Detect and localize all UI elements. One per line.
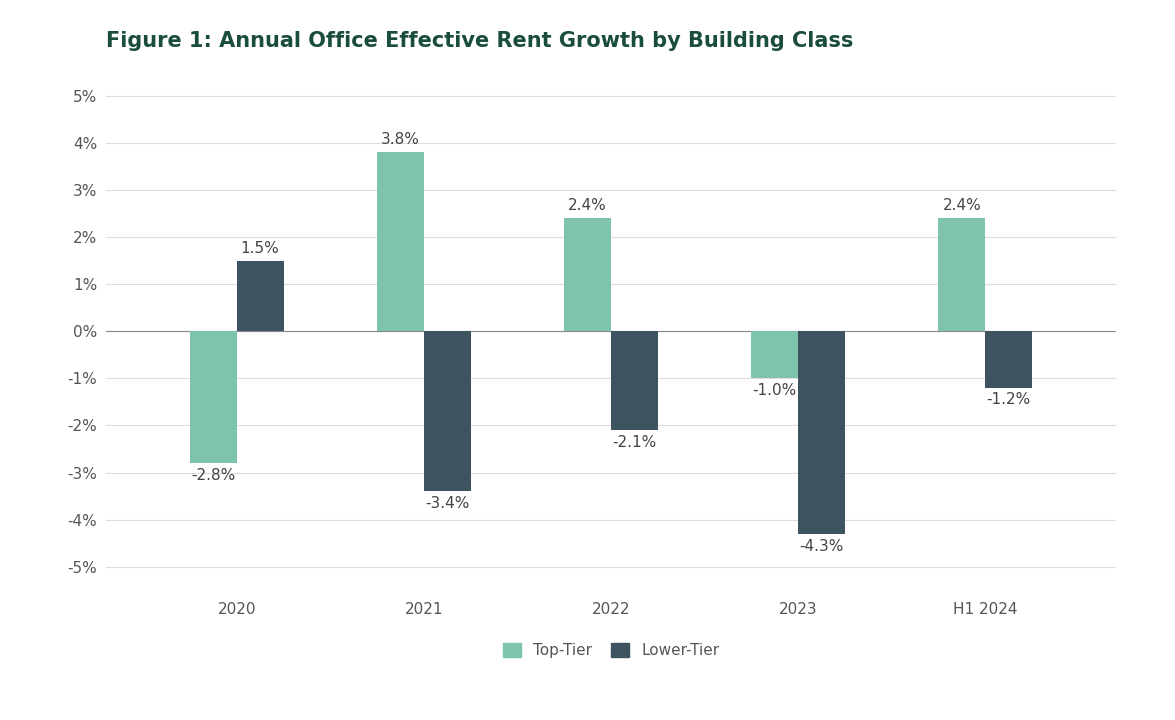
Bar xyxy=(751,331,798,378)
Legend: Top-Tier, Lower-Tier: Top-Tier, Lower-Tier xyxy=(495,635,727,666)
Text: -3.4%: -3.4% xyxy=(425,496,470,511)
Bar xyxy=(564,218,611,331)
Bar xyxy=(939,218,986,331)
Text: 1.5%: 1.5% xyxy=(241,240,280,256)
Text: 3.8%: 3.8% xyxy=(381,132,419,148)
Text: 2.4%: 2.4% xyxy=(942,199,981,213)
Text: -1.0%: -1.0% xyxy=(753,383,797,398)
Text: -2.1%: -2.1% xyxy=(612,435,657,450)
Bar xyxy=(377,152,424,331)
Bar xyxy=(236,261,283,331)
Bar xyxy=(611,331,658,430)
Text: -4.3%: -4.3% xyxy=(799,539,844,554)
Text: -1.2%: -1.2% xyxy=(987,392,1030,408)
Text: -2.8%: -2.8% xyxy=(192,468,235,483)
Bar xyxy=(798,331,845,534)
Text: 2.4%: 2.4% xyxy=(569,199,607,213)
Bar xyxy=(190,331,236,463)
Text: Figure 1: Annual Office Effective Rent Growth by Building Class: Figure 1: Annual Office Effective Rent G… xyxy=(106,31,853,51)
Bar xyxy=(986,331,1032,388)
Bar xyxy=(424,331,471,492)
